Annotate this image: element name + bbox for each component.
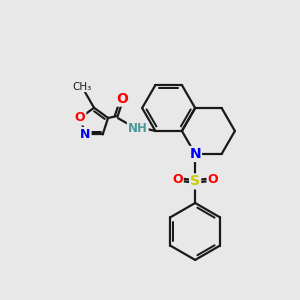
Text: O: O: [172, 173, 183, 186]
Text: N: N: [189, 147, 201, 161]
Text: O: O: [75, 112, 86, 124]
Text: S: S: [190, 174, 200, 188]
Text: N: N: [80, 128, 91, 141]
Text: O: O: [208, 173, 218, 186]
Text: CH₃: CH₃: [72, 82, 91, 92]
Text: O: O: [116, 92, 128, 106]
Text: NH: NH: [128, 122, 148, 134]
